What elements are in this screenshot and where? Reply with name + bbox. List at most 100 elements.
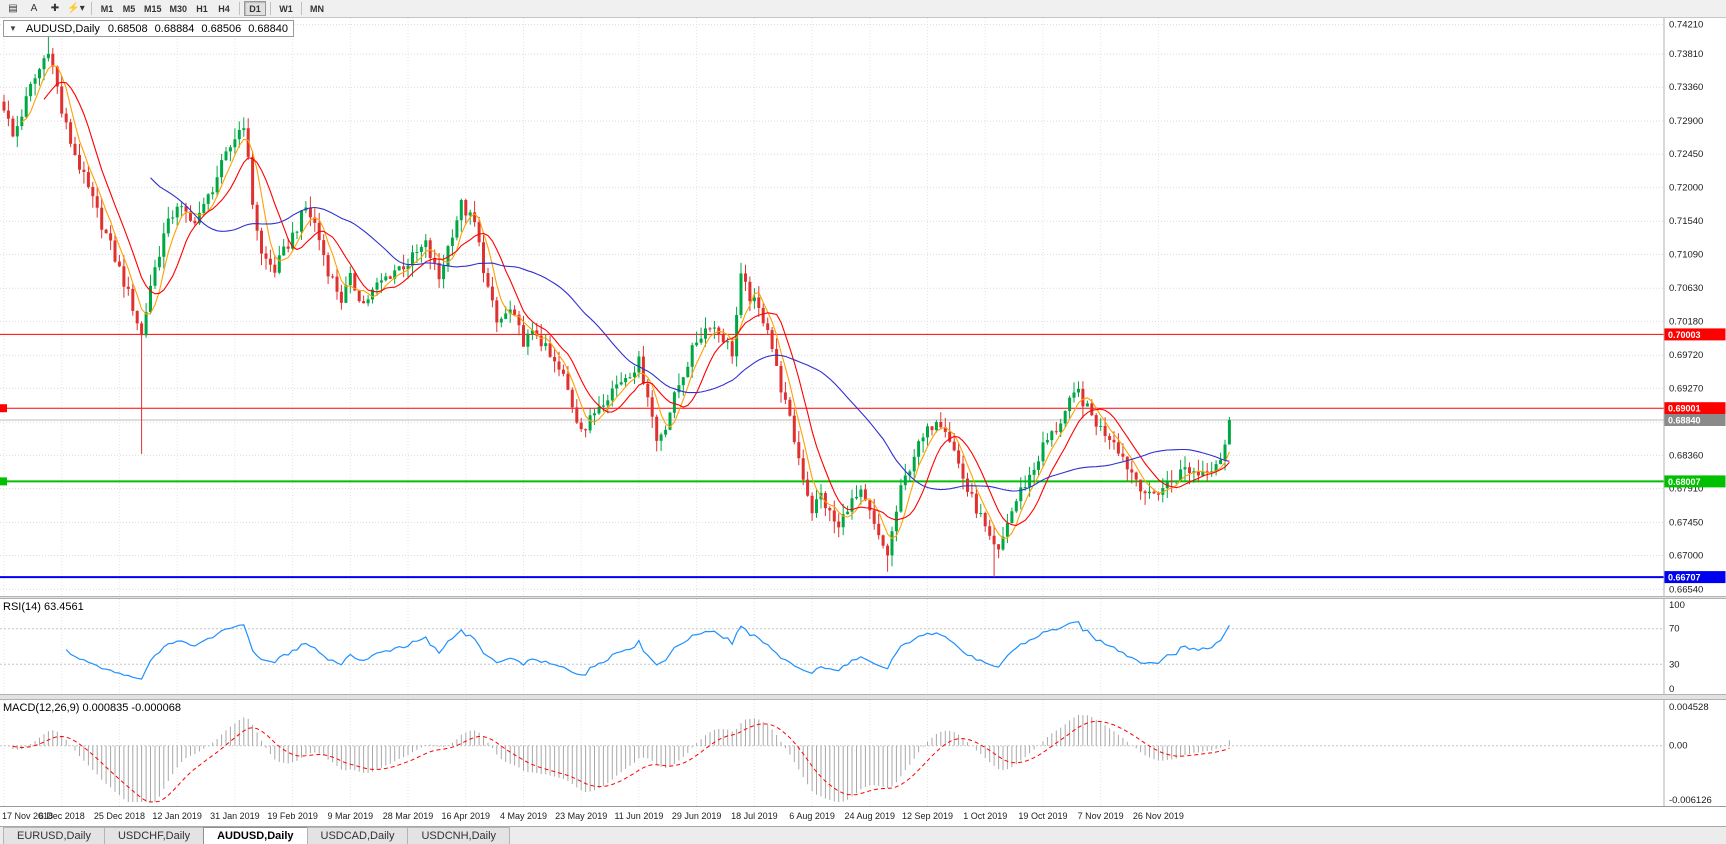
timeframe-h4-button[interactable]: H4 bbox=[218, 3, 230, 14]
timeframe-m5-button[interactable]: M5 bbox=[122, 3, 136, 14]
price-axis-label: 0.69720 bbox=[1669, 350, 1703, 361]
price-tag: 0.70003 bbox=[1664, 328, 1726, 341]
date-label: 16 Apr 2019 bbox=[441, 811, 491, 821]
rsi-axis-label: 70 bbox=[1669, 624, 1680, 635]
panel-splitter[interactable] bbox=[0, 694, 1726, 700]
timeframe-h1-button[interactable]: H1 bbox=[196, 3, 208, 14]
date-label: 26 Nov 2019 bbox=[1132, 811, 1184, 821]
date-label: 6 Aug 2019 bbox=[789, 811, 835, 821]
price-axis-label: 0.72450 bbox=[1669, 149, 1703, 160]
rsi-canvas[interactable]: 100 70 30 0 bbox=[0, 599, 1726, 694]
chart-tab-usdcad[interactable]: USDCAD,Daily bbox=[306, 827, 409, 844]
ohlc-close: 0.68840 bbox=[248, 22, 288, 35]
price-axis-label: 0.72000 bbox=[1669, 182, 1703, 193]
candlestick-series bbox=[2, 34, 1231, 577]
toolbar-separator bbox=[270, 2, 272, 15]
price-axis-label: 0.66540 bbox=[1669, 584, 1703, 595]
price-axis-label: 0.70180 bbox=[1669, 316, 1703, 327]
panel-splitter[interactable] bbox=[0, 596, 1726, 599]
price-axis-label: 0.68360 bbox=[1669, 450, 1703, 461]
rsi-header: RSI(14) 63.4561 bbox=[3, 601, 84, 613]
toolbar-separator bbox=[91, 2, 92, 15]
chart-area: 0.74210 0.73810 0.73360 0.72900 0.72450 0.720… bbox=[0, 18, 1726, 826]
timeframe-buttons: M1 M5 M15 M30 H1 H4 D1 W1 MN bbox=[96, 1, 328, 16]
line-left-marker bbox=[0, 477, 7, 486]
timeframe-w1-button[interactable]: W1 bbox=[279, 3, 293, 14]
date-label: 25 Dec 2018 bbox=[93, 811, 145, 821]
toolbar-icons: ▤ A ✚ ⚡▾ bbox=[3, 1, 87, 16]
ohlc-header: ▼ AUDUSD,Daily 0.68508 0.68884 0.68506 0… bbox=[3, 20, 294, 37]
price-axis-label: 0.67450 bbox=[1669, 517, 1703, 528]
price-axis-label: 0.73810 bbox=[1669, 49, 1703, 60]
chart-tab-audusd[interactable]: AUDUSD,Daily bbox=[203, 827, 308, 844]
rsi-axis-label: 30 bbox=[1669, 659, 1680, 670]
svg-text:0.66707: 0.66707 bbox=[1668, 573, 1701, 583]
toolbar-separator bbox=[239, 2, 241, 15]
macd-canvas[interactable]: 0.004528 0.00 -0.006126 bbox=[0, 700, 1726, 806]
date-label: 7 Nov 2019 bbox=[1077, 811, 1124, 821]
date-label: 9 Mar 2019 bbox=[327, 811, 374, 821]
svg-text:0.68007: 0.68007 bbox=[1668, 477, 1701, 487]
date-label: 1 Oct 2019 bbox=[963, 811, 1008, 821]
macd-signal-line bbox=[12, 720, 1230, 803]
svg-text:0.69001: 0.69001 bbox=[1668, 404, 1701, 414]
date-label: 29 Jun 2019 bbox=[671, 811, 722, 821]
chart-tab-eurusd[interactable]: EURUSD,Daily bbox=[3, 827, 105, 844]
timeframe-m1-button[interactable]: M1 bbox=[100, 3, 114, 14]
date-label: 12 Jan 2019 bbox=[152, 811, 202, 821]
rsi-axis-label: 0 bbox=[1669, 684, 1674, 694]
price-axis-label: 0.69270 bbox=[1669, 383, 1703, 394]
time-axis[interactable]: 17 Nov 2018 6 Dec 2018 25 Dec 2018 12 Jan 2… bbox=[0, 806, 1726, 826]
price-axis-label: 0.67000 bbox=[1669, 551, 1703, 562]
price-tag: 0.68007 bbox=[1664, 475, 1726, 488]
price-axis-label: 0.70630 bbox=[1669, 283, 1703, 294]
price-axis-label: 0.73360 bbox=[1669, 82, 1703, 93]
timeframe-m30-button[interactable]: M30 bbox=[169, 3, 188, 14]
crosshair-tool-icon[interactable]: ✚ bbox=[50, 3, 60, 14]
timeframe-m15-button[interactable]: M15 bbox=[144, 3, 162, 14]
collapse-arrow-icon[interactable]: ▼ bbox=[9, 24, 17, 33]
date-label: 4 May 2019 bbox=[499, 811, 547, 821]
ohlc-low: 0.68506 bbox=[201, 22, 242, 35]
quick-indicators-icon[interactable]: ⚡▾ bbox=[67, 3, 85, 14]
price-axis-label: 0.74210 bbox=[1669, 20, 1703, 31]
macd-header: MACD(12,26,9) 0.000835 -0.000068 bbox=[3, 702, 181, 714]
main-chart-panel[interactable]: 0.74210 0.73810 0.73360 0.72900 0.72450 0.720… bbox=[0, 18, 1726, 596]
macd-axis-label: 0.004528 bbox=[1669, 702, 1709, 713]
macd-histogram bbox=[7, 715, 1230, 802]
chart-properties-icon[interactable]: ▤ bbox=[8, 3, 18, 14]
moving-average-34-line bbox=[150, 177, 1230, 492]
macd-axis-label: 0.00 bbox=[1669, 741, 1688, 752]
text-tool-icon[interactable]: A bbox=[30, 3, 38, 14]
date-label: 24 Aug 2019 bbox=[844, 811, 896, 821]
date-label: 12 Sep 2019 bbox=[901, 811, 954, 821]
date-label: 31 Jan 2019 bbox=[210, 811, 260, 821]
price-axis-label: 0.71540 bbox=[1669, 216, 1703, 227]
main-chart-canvas[interactable]: 0.74210 0.73810 0.73360 0.72900 0.72450 0.720… bbox=[0, 18, 1726, 596]
chart-tab-usdcnh[interactable]: USDCNH,Daily bbox=[407, 827, 511, 844]
chart-tab-usdchf[interactable]: USDCHF,Daily bbox=[103, 827, 205, 844]
ohlc-open: 0.68508 bbox=[107, 22, 148, 35]
svg-text:0.70003: 0.70003 bbox=[1668, 330, 1701, 340]
macd-panel[interactable]: 0.004528 0.00 -0.006126 MACD(12,26,9) 0.00… bbox=[0, 700, 1726, 806]
toolbar-separator bbox=[301, 2, 303, 15]
svg-text:0.68840: 0.68840 bbox=[1668, 416, 1701, 426]
date-label: 18 Jul 2019 bbox=[731, 811, 778, 821]
timeframe-d1-button[interactable]: D1 bbox=[244, 1, 267, 16]
symbol-label: AUDUSD,Daily bbox=[25, 22, 100, 35]
ohlc-high: 0.68884 bbox=[154, 22, 195, 35]
moving-average-5-line bbox=[21, 64, 1230, 540]
chart-tabs-bar: EURUSD,Daily USDCHF,Daily AUDUSD,Daily USDC… bbox=[0, 826, 1726, 844]
line-left-marker bbox=[0, 404, 7, 413]
rsi-panel[interactable]: 100 70 30 0 RSI(14) 63.4561 bbox=[0, 599, 1726, 694]
price-tag: 0.68840 bbox=[1664, 414, 1726, 426]
date-label: 17 Nov 2018 bbox=[2, 811, 54, 821]
price-tag: 0.69001 bbox=[1664, 402, 1726, 415]
price-axis-label: 0.67910 bbox=[1669, 484, 1703, 495]
macd-axis-label: -0.006126 bbox=[1669, 795, 1712, 806]
macd-label: MACD(12,26,9) 0.000835 -0.000068 bbox=[3, 702, 181, 714]
toolbar: ▤ A ✚ ⚡▾ M1 M5 M15 M30 H1 H4 D1 W1 MN bbox=[0, 0, 1726, 18]
moving-average-10-line bbox=[43, 81, 1230, 527]
timeframe-mn-button[interactable]: MN bbox=[310, 3, 325, 14]
